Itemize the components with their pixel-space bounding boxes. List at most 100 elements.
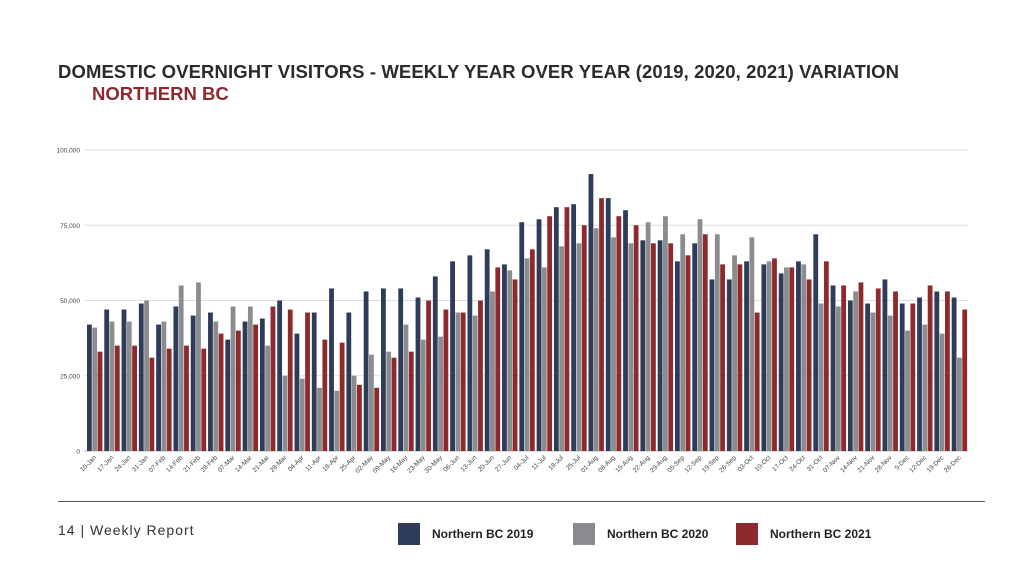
legend-swatch-2019 [398, 523, 420, 545]
bar-northern-bc-2019 [553, 207, 559, 451]
x-tick-label: 26-Sep [718, 454, 738, 474]
bar-northern-bc-2021 [962, 309, 968, 451]
x-tick-label: 18-Apr [321, 454, 340, 473]
bar-northern-bc-2020 [351, 375, 357, 451]
bar-northern-bc-2021 [184, 345, 189, 451]
x-tick-label: 27-Jun [494, 454, 513, 473]
bar-northern-bc-2020 [645, 222, 651, 451]
bar-northern-bc-2021 [754, 312, 760, 451]
x-tick-label: 04-Jul [513, 454, 531, 472]
x-tick-label: 08-Aug [597, 454, 617, 474]
bar-northern-bc-2019 [121, 309, 127, 451]
x-tick-label: 10-Oct [754, 454, 773, 473]
bar-northern-bc-2019 [225, 339, 231, 451]
x-tick-label: 02-May [354, 454, 375, 475]
bar-northern-bc-2021 [512, 279, 518, 451]
bar-northern-bc-2020 [126, 321, 132, 451]
bar-northern-bc-2020 [144, 300, 149, 451]
bar-northern-bc-2021 [357, 384, 362, 451]
bar-northern-bc-2020 [628, 243, 634, 451]
bar-northern-bc-2019 [467, 255, 473, 451]
bar-northern-bc-2021 [841, 285, 847, 451]
bar-northern-bc-2021 [616, 216, 622, 451]
bar-northern-bc-2019 [190, 315, 196, 451]
bar-northern-bc-2021 [270, 306, 276, 451]
x-tick-label: 19-Dec [926, 454, 946, 474]
bar-northern-bc-2021 [495, 267, 501, 451]
bar-northern-bc-2021 [478, 300, 483, 451]
bar-northern-bc-2020 [472, 315, 478, 451]
bar-northern-bc-2021 [287, 309, 293, 451]
bar-northern-bc-2020 [369, 354, 374, 451]
bar-northern-bc-2021 [772, 258, 777, 451]
bar-northern-bc-2019 [536, 219, 542, 451]
x-tick-label: 23-May [406, 454, 427, 475]
bar-northern-bc-2020 [801, 264, 807, 451]
bar-northern-bc-2019 [259, 318, 265, 451]
bar-northern-bc-2021 [720, 264, 725, 451]
legend-item-2020: Northern BC 2020 [573, 522, 708, 546]
bar-northern-bc-2021 [823, 261, 829, 451]
bar-northern-bc-2020 [784, 267, 789, 451]
x-axis-ticks: 10-Jan17-Jan24-Jan31-Jan07-Feb14-Feb21-F… [79, 454, 963, 475]
x-tick-label: 16-May [389, 454, 410, 475]
bar-northern-bc-2021 [668, 243, 674, 451]
bar-northern-bc-2020 [230, 306, 236, 451]
x-tick-label: 15-Aug [614, 454, 634, 474]
bar-northern-bc-2020 [766, 261, 772, 451]
bar-northern-bc-2019 [813, 234, 819, 451]
bar-northern-bc-2019 [605, 198, 611, 451]
bar-northern-bc-2019 [519, 222, 525, 451]
x-tick-label: 11-Apr [304, 454, 323, 473]
bar-northern-bc-2019 [917, 297, 922, 451]
bar-northern-bc-2020 [196, 282, 201, 451]
bar-northern-bc-2020 [922, 324, 928, 451]
bar-northern-bc-2020 [680, 234, 686, 451]
bar-northern-bc-2019 [242, 321, 248, 451]
x-tick-label: 17-Oct [771, 454, 790, 473]
bar-northern-bc-2019 [951, 297, 957, 451]
bar-northern-bc-2021 [374, 387, 380, 451]
bar-northern-bc-2019 [571, 204, 577, 451]
x-tick-label: 07-Feb [148, 454, 168, 474]
bar-northern-bc-2019 [502, 264, 507, 451]
x-tick-label: 24-Jan [114, 454, 133, 473]
bar-northern-bc-2019 [104, 309, 110, 451]
bar-northern-bc-2020 [109, 321, 115, 451]
bar-northern-bc-2021 [789, 267, 795, 451]
bar-northern-bc-2020 [853, 291, 859, 451]
x-tick-label: 03-Oct [736, 454, 755, 473]
y-tick-label: 100,000 [57, 148, 81, 155]
bar-northern-bc-2021 [253, 324, 259, 451]
x-tick-label: 22-Aug [632, 454, 652, 474]
bar-northern-bc-2020 [178, 285, 184, 451]
bar-northern-bc-2021 [132, 345, 137, 451]
bar-northern-bc-2019 [588, 174, 594, 451]
bar-northern-bc-2019 [346, 312, 352, 451]
bar-northern-bc-2020 [714, 234, 720, 451]
bar-northern-bc-2019 [709, 279, 715, 451]
bar-northern-bc-2020 [403, 324, 409, 451]
bar-northern-bc-2020 [317, 387, 322, 451]
bar-northern-bc-2021 [149, 357, 155, 451]
bar-northern-bc-2021 [893, 291, 898, 451]
x-tick-label: 18-Jul [548, 454, 566, 472]
bar-northern-bc-2020 [524, 258, 530, 451]
x-tick-label: 04-Apr [287, 454, 306, 473]
bar-northern-bc-2020 [455, 312, 461, 451]
bar-northern-bc-2020 [247, 306, 253, 451]
bar-northern-bc-2020 [420, 339, 426, 451]
x-tick-label: 01-Aug [580, 454, 600, 474]
bar-northern-bc-2019 [208, 312, 213, 451]
bar-northern-bc-2020 [905, 330, 910, 451]
bar-northern-bc-2021 [529, 249, 535, 451]
bar-northern-bc-2021 [910, 303, 916, 451]
bar-northern-bc-2020 [265, 345, 271, 451]
bar-northern-bc-2021 [218, 333, 224, 451]
bar-northern-bc-2020 [697, 219, 703, 451]
bar-northern-bc-2019 [398, 288, 404, 451]
bar-northern-bc-2020 [939, 333, 945, 451]
x-tick-label: 28-Nov [874, 454, 894, 474]
bar-northern-bc-2021 [201, 348, 207, 451]
bar-northern-bc-2020 [161, 321, 167, 451]
